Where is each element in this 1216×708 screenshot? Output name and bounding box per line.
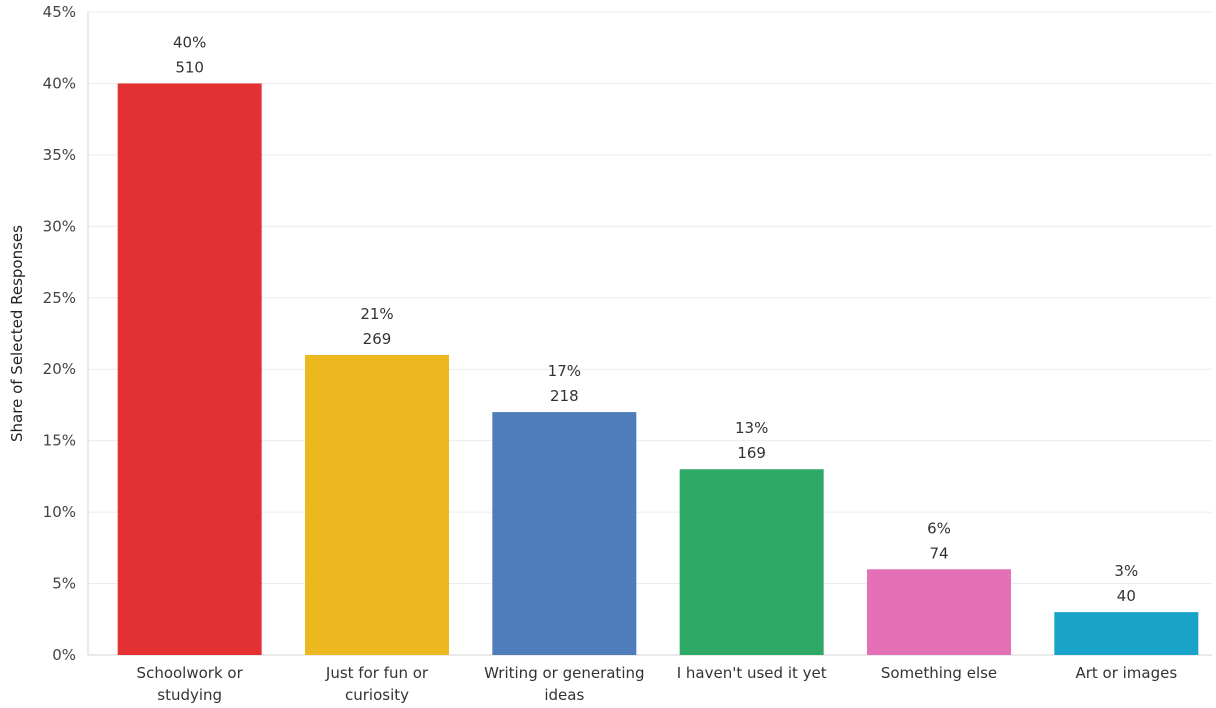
category-label-line: Writing or generating — [484, 664, 644, 682]
bar-percent-label: 40% — [173, 33, 206, 51]
bar — [492, 412, 637, 655]
bar-percent-label: 21% — [360, 305, 393, 323]
y-axis-title: Share of Selected Responses — [8, 225, 26, 442]
y-tick-label: 40% — [43, 74, 76, 92]
bar-percent-label: 13% — [735, 419, 768, 437]
bar-count-label: 40 — [1117, 587, 1136, 605]
category-label-line: curiosity — [345, 686, 409, 704]
grid-layer — [88, 11, 1212, 656]
bar-layer — [117, 83, 1199, 655]
y-tick-label: 20% — [43, 360, 76, 378]
category-label: I haven't used it yet — [677, 664, 827, 682]
category-label: Writing or generating ideas — [484, 664, 644, 704]
y-tick-label: 0% — [52, 646, 76, 664]
y-tick-label: 10% — [43, 503, 76, 521]
label-layer: 40% 510 Schoolwork or studying 21% 269 Just fo… — [137, 33, 1178, 704]
category-label-line: I haven't used it yet — [677, 664, 827, 682]
y-tick-label: 5% — [52, 575, 76, 593]
bar-count-label: 510 — [175, 58, 204, 76]
y-tick-label: 30% — [43, 217, 76, 235]
category-label: Art or images — [1075, 664, 1177, 682]
bar — [867, 569, 1011, 655]
category-label-line: ideas — [544, 686, 584, 704]
category-label: Just for fun or curiosity — [325, 664, 429, 704]
axis-layer: 0% 5% 10% 15% 20% 25% 30% 35% 40% 45% Share of Sel… — [8, 3, 1212, 664]
bar-count-label: 269 — [363, 330, 392, 348]
bar-count-label: 169 — [737, 444, 766, 462]
bar-count-label: 74 — [929, 544, 948, 562]
y-tick-label: 35% — [43, 146, 76, 164]
category-label-line: studying — [157, 686, 222, 704]
bar-percent-label: 6% — [927, 519, 951, 537]
category-label-line: Schoolwork or — [137, 664, 244, 682]
bar-percent-label: 3% — [1114, 562, 1138, 580]
category-label-line: Art or images — [1075, 664, 1177, 682]
bar-percent-label: 17% — [548, 362, 581, 380]
bar — [679, 469, 824, 655]
bar — [1054, 612, 1199, 655]
y-tick-label: 25% — [43, 289, 76, 307]
y-tick-label: 15% — [43, 432, 76, 450]
category-label-line: Just for fun or — [325, 664, 429, 682]
category-label-line: Something else — [881, 664, 997, 682]
bar — [117, 83, 262, 655]
bar — [305, 354, 449, 655]
category-label: Something else — [881, 664, 997, 682]
bar-count-label: 218 — [550, 387, 579, 405]
y-tick-label: 45% — [43, 3, 76, 21]
category-label: Schoolwork or studying — [137, 664, 244, 704]
